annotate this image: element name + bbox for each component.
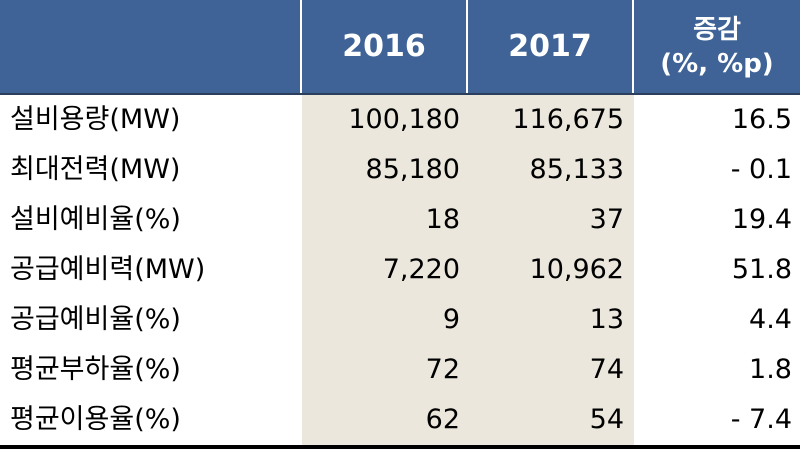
table-row: 평균부하율(%) 72 74 1.8 xyxy=(0,345,800,395)
value-2017: 10,962 xyxy=(529,254,624,285)
value-2016: 62 xyxy=(425,404,460,435)
row-label: 최대전력(MW) xyxy=(10,154,181,185)
header-empty-cell xyxy=(0,0,302,93)
header-2017: 2017 xyxy=(468,0,634,93)
value-2016: 9 xyxy=(442,304,460,335)
table-bottom-rule xyxy=(0,445,800,449)
value-2016: 7,220 xyxy=(382,254,460,285)
value-2017: 54 xyxy=(589,404,624,435)
row-label: 평균부하율(%) xyxy=(10,354,181,385)
table-row: 평균이용율(%) 62 54 - 7.4 xyxy=(0,395,800,445)
header-change: 증감 (%, %p) xyxy=(634,0,800,93)
header-change-unit: (%, %p) xyxy=(660,48,774,79)
value-change: 1.8 xyxy=(749,354,792,385)
value-change: 51.8 xyxy=(731,254,792,285)
table-row: 공급예비율(%) 9 13 4.4 xyxy=(0,295,800,345)
value-2016: 72 xyxy=(425,354,460,385)
value-2016: 100,180 xyxy=(348,104,460,135)
value-change: - 7.4 xyxy=(730,404,792,435)
year-columns-shading xyxy=(302,95,634,445)
row-label: 공급예비율(%) xyxy=(10,304,181,335)
row-label: 평균이용율(%) xyxy=(10,404,181,435)
table-row: 설비예비율(%) 18 37 19.4 xyxy=(0,195,800,245)
table-row: 최대전력(MW) 85,180 85,133 - 0.1 xyxy=(0,145,800,195)
header-2016: 2016 xyxy=(302,0,468,93)
value-change: 4.4 xyxy=(749,304,792,335)
value-change: 16.5 xyxy=(731,104,792,135)
table-row: 설비용량(MW) 100,180 116,675 16.5 xyxy=(0,95,800,145)
value-2016: 18 xyxy=(425,204,460,235)
value-2017: 37 xyxy=(589,204,624,235)
header-change-title: 증감 xyxy=(693,14,741,45)
table-header: 2016 2017 증감 (%, %p) xyxy=(0,0,800,95)
row-label: 공급예비력(MW) xyxy=(10,254,206,285)
value-2016: 85,180 xyxy=(365,154,460,185)
row-label: 설비용량(MW) xyxy=(10,104,181,135)
value-2017: 13 xyxy=(589,304,624,335)
value-2017: 116,675 xyxy=(512,104,624,135)
value-change: - 0.1 xyxy=(730,154,792,185)
value-2017: 74 xyxy=(589,354,624,385)
row-label: 설비예비율(%) xyxy=(10,204,181,235)
table-row: 공급예비력(MW) 7,220 10,962 51.8 xyxy=(0,245,800,295)
value-change: 19.4 xyxy=(731,204,792,235)
value-2017: 85,133 xyxy=(529,154,624,185)
